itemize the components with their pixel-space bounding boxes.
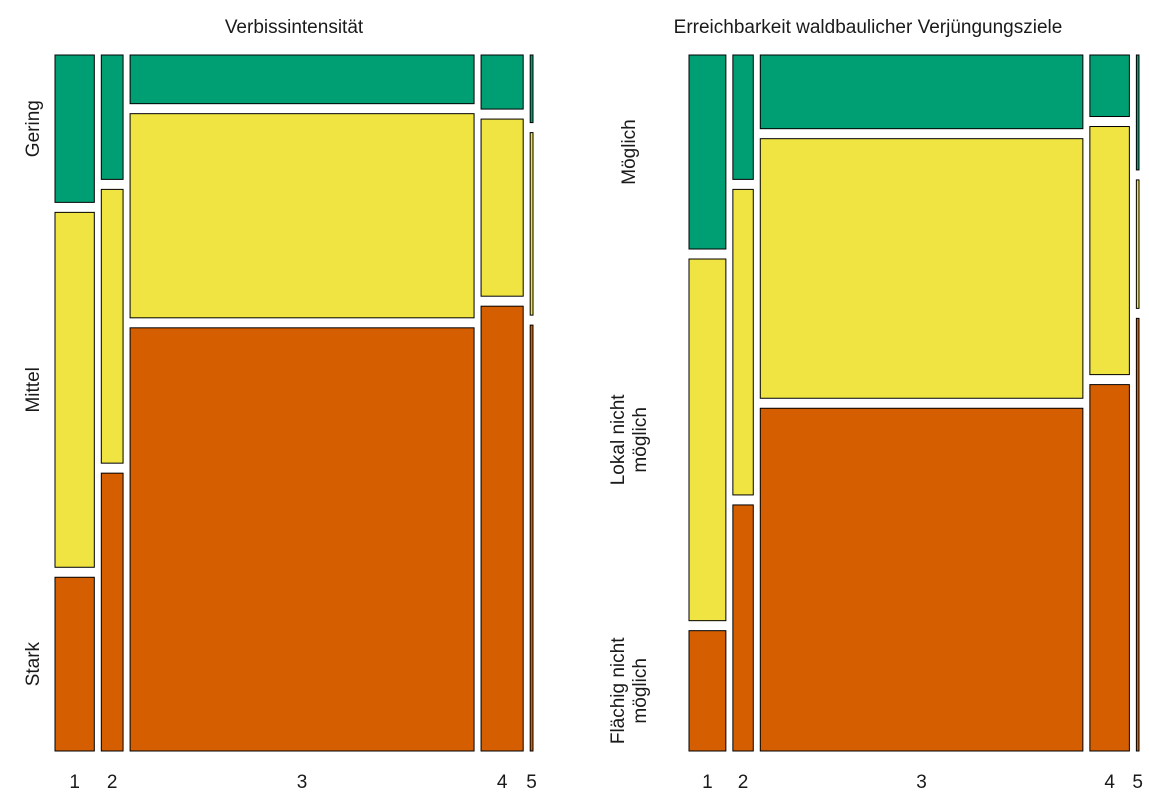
x-tick-label: 2: [107, 772, 118, 793]
x-tick-label: 3: [916, 772, 927, 793]
tile-col-2-flächig-nicht-möglich: [732, 504, 754, 752]
level-label-gering: Gering: [23, 100, 44, 157]
x-tick-label: 3: [297, 772, 308, 793]
tile-col-1-flächig-nicht-möglich: [688, 630, 727, 752]
level-label-möglich: Möglich: [619, 119, 640, 184]
panel-title: Verbissintensität: [225, 17, 364, 38]
tile-col-4-möglich: [1089, 54, 1130, 118]
tile-col-1-möglich: [688, 54, 727, 250]
tile-col-2-möglich: [732, 54, 754, 180]
tile-col-4-lokal-nicht-möglich: [1089, 126, 1130, 376]
tile-col-1-gering: [54, 54, 95, 203]
tile-col-3-mittel: [129, 113, 475, 319]
tile-col-3-flächig-nicht-möglich: [759, 407, 1084, 752]
level-label-mittel: Mittel: [23, 367, 44, 412]
tile-col-4-gering: [480, 54, 524, 110]
x-tick-label: 5: [1132, 772, 1143, 793]
x-tick-label: 1: [69, 772, 80, 793]
tile-col-3-lokal-nicht-möglich: [759, 138, 1084, 399]
tile-col-5-gering: [529, 54, 534, 124]
tile-col-2-gering: [100, 54, 124, 180]
x-tick-label: 2: [738, 772, 749, 793]
level-label-flächig-nicht-möglich: Flächig nichtmöglich: [608, 637, 651, 744]
x-tick-label: 5: [526, 772, 537, 793]
tile-col-1-mittel: [54, 211, 95, 568]
panel-title: Erreichbarkeit waldbaulicher Verjüngungs…: [674, 17, 1063, 38]
tile-col-5-stark: [529, 324, 534, 752]
x-tick-label: 4: [497, 772, 508, 793]
tile-col-2-lokal-nicht-möglich: [732, 188, 754, 496]
x-tick-label: 4: [1104, 772, 1115, 793]
tile-col-4-flächig-nicht-möglich: [1089, 384, 1130, 752]
tile-col-1-stark: [54, 576, 95, 752]
tile-col-2-stark: [100, 472, 124, 752]
level-label-lokal-nicht-möglich: Lokal nichtmöglich: [608, 394, 651, 486]
tile-col-3-stark: [129, 327, 475, 752]
tile-col-5-mittel: [529, 132, 534, 316]
panel-verbissintensitaet: Verbissintensität 1 2 3 4 5 Gering Mittel Stark: [23, 17, 537, 793]
tile-col-4-mittel: [480, 118, 524, 297]
tile-col-5-lokal-nicht-möglich: [1135, 179, 1140, 309]
tile-col-3-gering: [129, 54, 475, 105]
tile-col-2-mittel: [100, 188, 124, 464]
panel-erreichbarkeit: Erreichbarkeit waldbaulicher Verjüngungs…: [608, 17, 1143, 793]
tile-col-4-stark: [480, 305, 524, 752]
tile-col-1-lokal-nicht-möglich: [688, 258, 727, 622]
tile-col-5-möglich: [1135, 54, 1140, 171]
tile-col-3-möglich: [759, 54, 1084, 130]
level-label-stark: Stark: [23, 641, 44, 686]
tile-col-5-flächig-nicht-möglich: [1135, 317, 1140, 752]
x-tick-label: 1: [702, 772, 713, 793]
